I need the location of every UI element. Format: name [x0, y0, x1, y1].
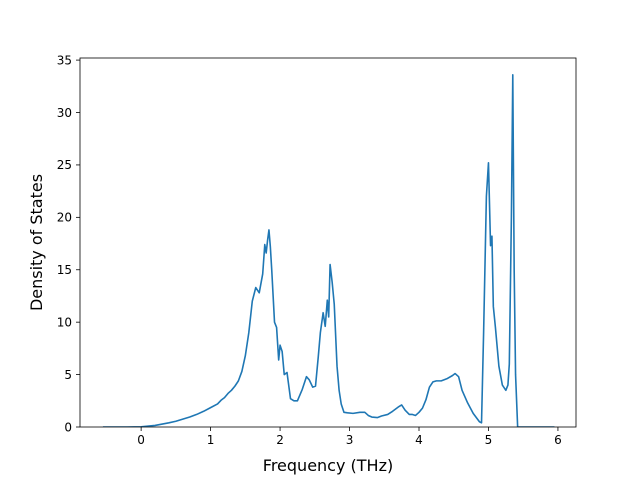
x-tick-label: 5	[485, 433, 493, 447]
x-tick-label: 0	[137, 433, 145, 447]
x-tick-label: 3	[346, 433, 354, 447]
x-tick-label: 2	[276, 433, 284, 447]
y-tick-label: 25	[57, 158, 72, 172]
y-tick-label: 20	[57, 211, 72, 225]
y-tick-label: 15	[57, 263, 72, 277]
x-tick-label: 1	[207, 433, 215, 447]
plot-area	[102, 73, 555, 427]
y-tick-label: 10	[57, 315, 72, 329]
x-tick-label: 4	[415, 433, 423, 447]
x-axis-ticks: 0 1 2 3 4 5 6	[137, 427, 562, 447]
y-tick-label: 30	[57, 106, 72, 120]
axes-frame	[79, 57, 577, 428]
x-tick-label: 6	[554, 433, 562, 447]
dos-series-line-0	[102, 73, 555, 427]
y-tick-label: 35	[57, 53, 72, 67]
y-tick-label: 0	[64, 420, 72, 434]
x-axis-label: Frequency (THz)	[263, 456, 393, 475]
y-axis-ticks: 0 5 10 15 20 25 30 35	[57, 53, 80, 434]
y-axis-label: Density of States	[27, 174, 46, 311]
y-tick-label: 5	[64, 368, 72, 382]
